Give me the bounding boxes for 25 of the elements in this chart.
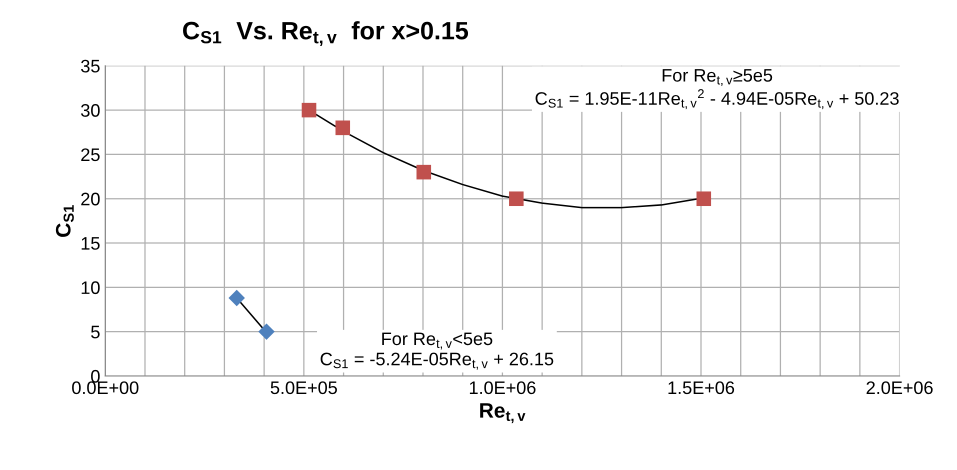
text: For Re$_{t,v}$<5e5 C$_{S1}$ = -5.24E-05Re$_{t,v}$ + 26.15 bbox=[320, 332, 554, 370]
point bbox=[228, 290, 245, 306]
y-tick-label: 15 bbox=[82, 237, 100, 250]
chart-title: C$_{S1}$ Vs. Re$_{t,v}$ for x>0.15 bbox=[183, 21, 468, 46]
point bbox=[509, 191, 524, 206]
y-axis-title: C$_{S1}$ bbox=[56, 205, 74, 237]
point bbox=[696, 191, 712, 206]
x-axis-title: Re$_{t,v}$ bbox=[480, 403, 526, 424]
y-tick-label: 20 bbox=[81, 192, 100, 206]
text: For Re$_{t,v}$≥5e5 C$_{S1}$ = 1.95E-11Re$_{t,v}$$^{2}$ - 4.94E-05Re$_{t,v}$ + 50.23 bbox=[536, 69, 899, 110]
x-tick-label: 2.0E+06 bbox=[866, 381, 933, 394]
y-tick-label: 10 bbox=[82, 281, 100, 294]
point bbox=[302, 102, 316, 118]
x-tick-label: 5.0E+05 bbox=[270, 381, 337, 394]
point bbox=[258, 323, 275, 340]
x-tick-label: 1.0E+06 bbox=[470, 381, 536, 394]
point bbox=[335, 120, 350, 136]
y-tick-label: 25 bbox=[81, 148, 100, 162]
y-tick-label: 0 bbox=[91, 370, 100, 383]
point bbox=[416, 164, 432, 180]
y-tick-label: 5 bbox=[91, 326, 100, 338]
y-tick-label: 35 bbox=[81, 60, 100, 73]
x-tick-label: 0.0E+00 bbox=[72, 381, 138, 394]
x-tick-label: 1.5E+06 bbox=[668, 381, 734, 394]
y-tick-label: 30 bbox=[81, 104, 100, 117]
